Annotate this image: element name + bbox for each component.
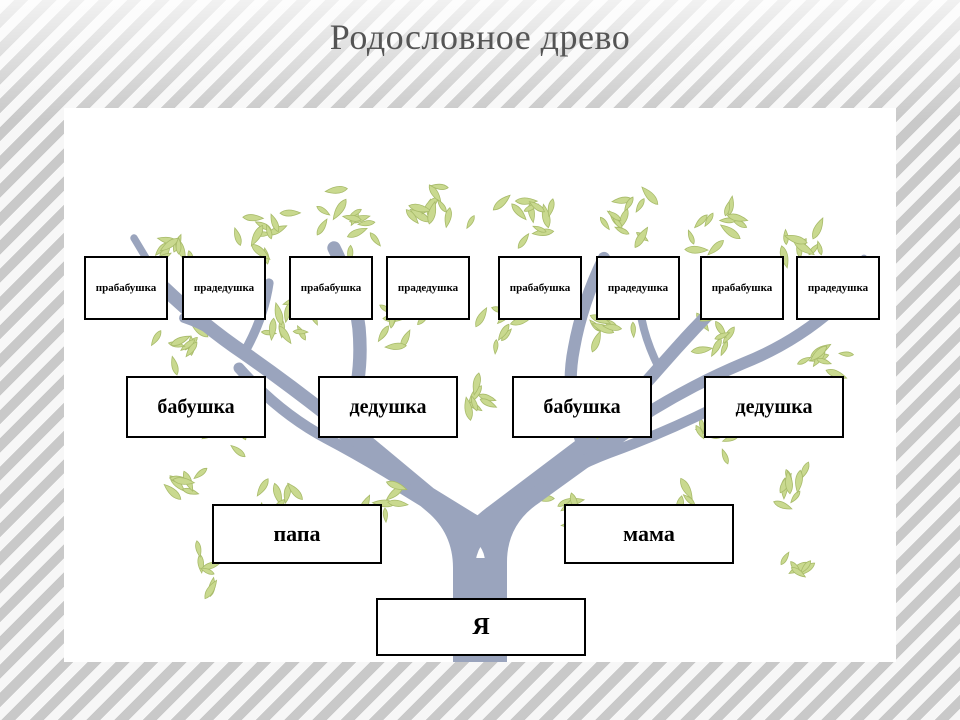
family-box-self: Я <box>376 598 586 656</box>
family-box-grandparents: дедушка <box>704 376 844 438</box>
family-box-label: бабушка <box>157 396 234 419</box>
family-box-label: прадедушка <box>194 282 254 294</box>
family-box-great-grandparents: прадедушка <box>386 256 470 320</box>
family-box-grandparents: бабушка <box>512 376 652 438</box>
family-box-parents: мама <box>564 504 734 564</box>
family-box-label: дедушка <box>350 396 427 419</box>
family-box-grandparents: дедушка <box>318 376 458 438</box>
family-box-label: прабабушка <box>301 282 362 294</box>
family-box-label: прадедушка <box>608 282 668 294</box>
family-box-label: Я <box>472 614 489 641</box>
family-box-great-grandparents: прабабушка <box>498 256 582 320</box>
family-box-label: мама <box>623 521 675 547</box>
family-box-grandparents: бабушка <box>126 376 266 438</box>
family-box-label: папа <box>273 521 320 547</box>
page-title: Родословное древо <box>0 16 960 58</box>
family-box-great-grandparents: прабабушка <box>289 256 373 320</box>
family-box-label: прабабушка <box>712 282 773 294</box>
family-box-great-grandparents: прадедушка <box>596 256 680 320</box>
family-box-great-grandparents: прадедушка <box>796 256 880 320</box>
family-box-parents: папа <box>212 504 382 564</box>
family-box-great-grandparents: прабабушка <box>700 256 784 320</box>
stage: Родословное древо прабабушкапрадедушкапр… <box>0 0 960 720</box>
family-box-label: дедушка <box>736 396 813 419</box>
family-box-great-grandparents: прабабушка <box>84 256 168 320</box>
family-box-label: прабабушка <box>510 282 571 294</box>
family-box-label: бабушка <box>543 396 620 419</box>
family-box-great-grandparents: прадедушка <box>182 256 266 320</box>
family-box-label: прабабушка <box>96 282 157 294</box>
family-box-label: прадедушка <box>398 282 458 294</box>
family-box-label: прадедушка <box>808 282 868 294</box>
tree-canvas: прабабушка прадедушка прабабушка прадедушка… <box>64 108 896 662</box>
